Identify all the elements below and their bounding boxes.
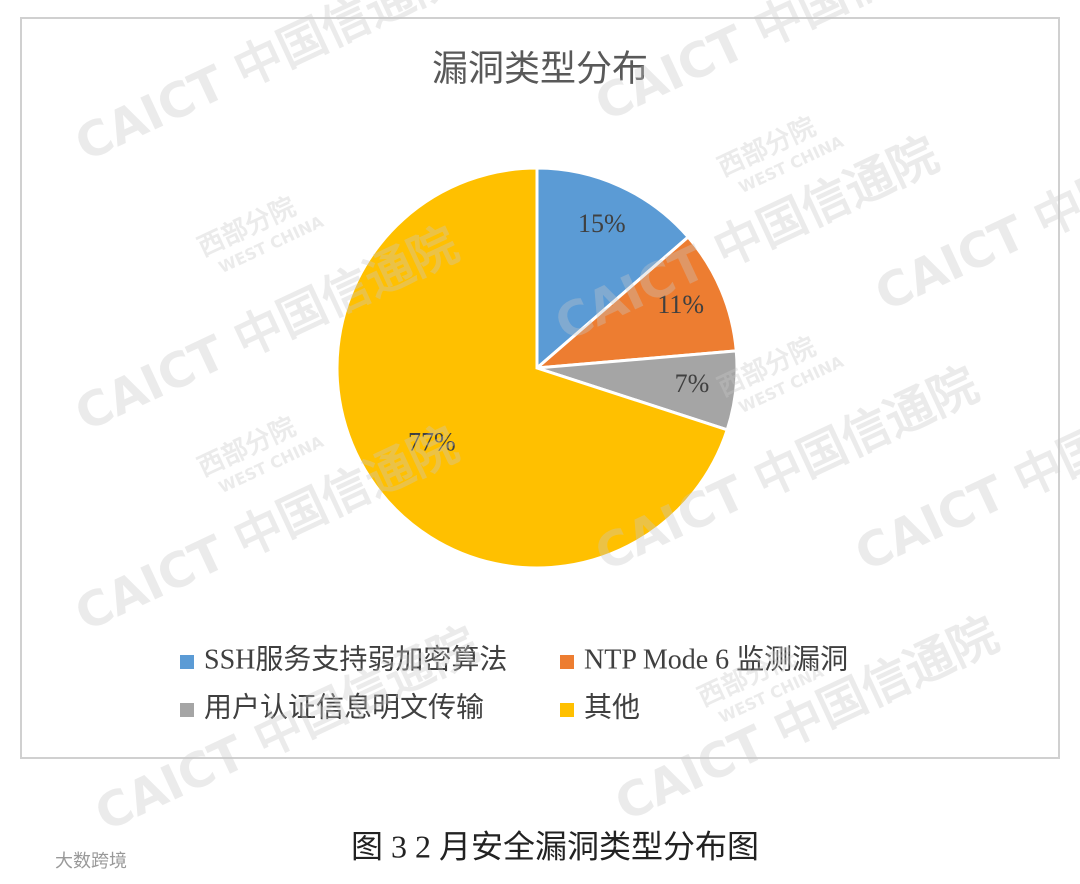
data-label: 77%: [408, 427, 456, 456]
legend-label: NTP Mode 6 监测漏洞: [584, 643, 848, 675]
data-label: 7%: [675, 369, 710, 398]
pie-slice: [335, 166, 730, 570]
legend-swatch: [560, 703, 574, 717]
data-label: 15%: [578, 209, 626, 238]
badge: 大数跨境: [55, 851, 127, 872]
legend-swatch: [560, 655, 574, 669]
legend-label: SSH服务支持弱加密算法: [204, 643, 507, 675]
pie-slice: [535, 166, 691, 372]
chart-title: 漏洞类型分布: [432, 48, 648, 88]
data-label: 11%: [657, 290, 704, 319]
pie-slice: [532, 234, 738, 370]
caption: 图 3 2 月安全漏洞类型分布图: [351, 828, 759, 864]
legend-swatch: [180, 703, 194, 717]
legend-swatch: [180, 655, 194, 669]
pie: 15% 11% 7% 77%: [335, 166, 739, 570]
legend-label: 用户认证信息明文传输: [204, 691, 484, 723]
legend-label: 其他: [584, 691, 640, 723]
